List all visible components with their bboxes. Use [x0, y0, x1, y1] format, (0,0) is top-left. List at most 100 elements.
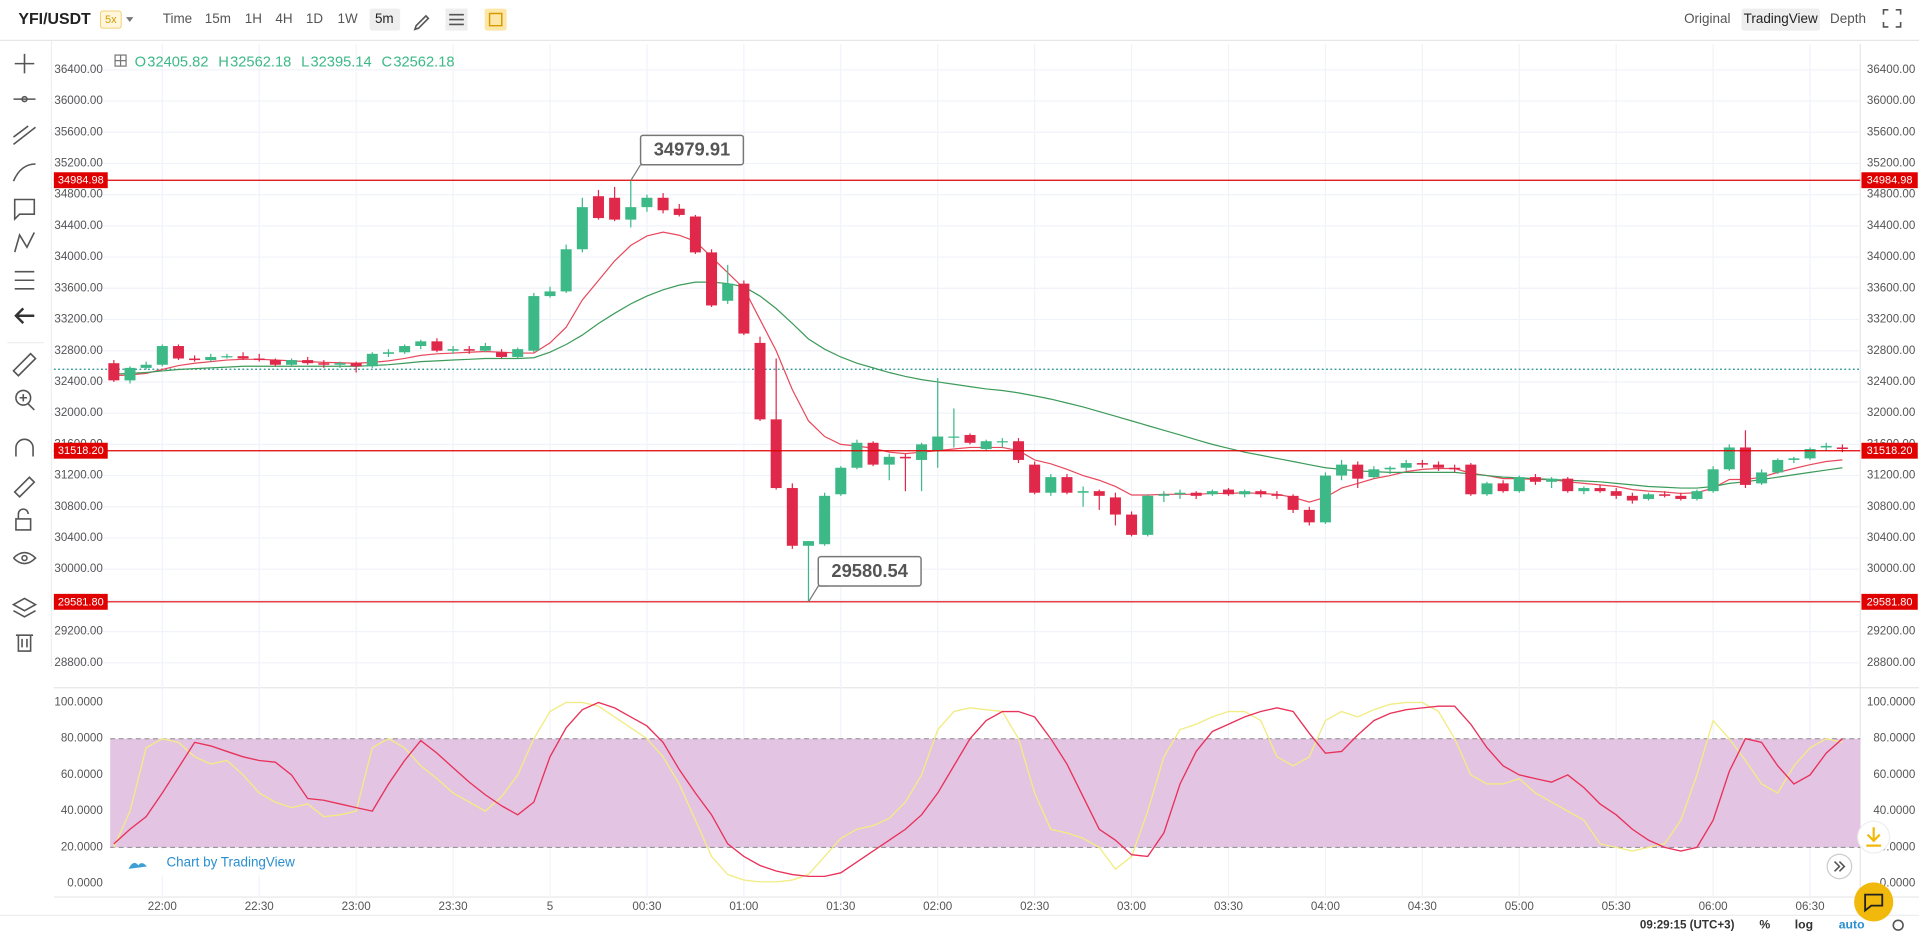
candle-body — [269, 360, 281, 365]
trend-tool[interactable] — [12, 125, 37, 146]
scale-button[interactable]: % — [1759, 917, 1770, 931]
measure-tool[interactable] — [14, 270, 35, 290]
crosshair-tool[interactable] — [14, 53, 35, 74]
delete-tool[interactable] — [15, 634, 34, 652]
candle-body — [1239, 491, 1251, 495]
interval[interactable]: 15m — [205, 11, 231, 26]
legend-toggle[interactable] — [114, 54, 127, 67]
y-tick-label-right: 33200.00 — [1867, 313, 1915, 326]
scale-button[interactable]: log — [1795, 917, 1813, 931]
fullscreen-icon[interactable] — [1882, 8, 1902, 28]
view-option[interactable]: Depth — [1830, 11, 1866, 26]
candle-body — [835, 467, 847, 495]
scroll-right-button[interactable] — [1826, 853, 1853, 880]
x-tick-label: 01:30 — [826, 900, 855, 913]
candle-body — [1287, 495, 1299, 510]
ruler-tool[interactable] — [12, 352, 37, 377]
candle-body — [1222, 489, 1235, 495]
price-pane — [53, 179, 1861, 603]
interval[interactable]: 1W — [337, 11, 357, 26]
indicator-icon[interactable] — [484, 8, 507, 31]
candle-body — [1723, 447, 1735, 470]
download-button[interactable] — [1857, 820, 1891, 854]
candle-body — [1610, 491, 1622, 496]
text-tool[interactable] — [13, 198, 36, 221]
settings-icon[interactable] — [445, 8, 468, 31]
candle-body — [1416, 463, 1428, 465]
candle-body — [1255, 491, 1267, 495]
view-option[interactable]: TradingView — [1744, 11, 1818, 26]
y-tick-label-right: 32000.00 — [1867, 406, 1915, 419]
back-tool[interactable] — [14, 307, 35, 324]
candle-body — [124, 367, 136, 381]
brush-tool[interactable] — [12, 163, 36, 182]
candle-body — [463, 349, 475, 351]
x-tick-label: 05:30 — [1602, 900, 1631, 913]
candle-body — [528, 296, 540, 351]
scale-button[interactable]: auto — [1839, 917, 1865, 931]
chat-button[interactable] — [1854, 882, 1894, 922]
pattern-tool[interactable] — [13, 232, 36, 253]
x-tick-label: 02:00 — [923, 900, 952, 913]
zoom-tool[interactable] — [15, 389, 35, 411]
chart-settings-icon[interactable] — [1892, 919, 1904, 931]
annotation-label: 29580.54 — [831, 560, 908, 581]
credit-text: Chart by TradingView — [166, 854, 295, 869]
candle-body — [883, 456, 895, 465]
candle-body — [512, 349, 524, 357]
ohlc-value: 32562.18 — [393, 54, 454, 70]
candle-body — [1497, 483, 1509, 492]
oscillator-pane — [110, 701, 1861, 883]
candle-body — [1788, 458, 1800, 460]
magnet-tool[interactable] — [15, 438, 34, 457]
candle-body — [479, 346, 491, 351]
y-tick-label: 35600.00 — [54, 125, 102, 138]
interval[interactable]: Time — [163, 11, 192, 26]
active-interval[interactable]: 5m — [375, 11, 394, 26]
candle-body — [172, 346, 184, 359]
draw-icon[interactable] — [413, 14, 430, 31]
candle-body — [108, 363, 120, 381]
y-tick-label-right: 33600.00 — [1867, 281, 1915, 294]
interval[interactable]: 1D — [306, 11, 323, 26]
candle-body — [1643, 494, 1655, 499]
lock-draw-tool[interactable] — [13, 476, 36, 498]
y-tick-label: 30000.00 — [54, 562, 102, 575]
symbol-dropdown[interactable] — [126, 17, 134, 23]
y-tick-label: 33600.00 — [54, 281, 102, 294]
visibility-tool[interactable] — [12, 551, 37, 565]
y-tick-label-right: 34000.00 — [1867, 250, 1915, 263]
osc-tick-label: 20.0000 — [61, 840, 103, 853]
interval[interactable]: 1H — [245, 11, 262, 26]
ohlc-value: 32405.82 — [147, 54, 208, 70]
candle-body — [1352, 464, 1364, 479]
candle-body — [205, 356, 217, 361]
y-tick-label: 36000.00 — [54, 94, 102, 107]
candle-body — [1109, 497, 1121, 515]
lock-tool[interactable] — [15, 508, 32, 531]
x-tick-label: 00:30 — [632, 900, 661, 913]
interval[interactable]: 4H — [275, 11, 292, 26]
candle-body — [1836, 447, 1848, 450]
x-tick-label: 05:00 — [1505, 900, 1534, 913]
candle-body — [964, 434, 976, 443]
candle-body — [1077, 491, 1089, 493]
candle-body — [1400, 463, 1412, 468]
symbol[interactable]: YFI/USDT — [18, 11, 91, 28]
price-level-tag-right — [1861, 172, 1918, 189]
x-tick-label: 03:30 — [1214, 900, 1243, 913]
candle-body — [1739, 447, 1751, 485]
tradingview-credit[interactable]: Chart by TradingView — [118, 849, 315, 877]
y-tick-label-right: 28800.00 — [1867, 656, 1915, 669]
candle-body — [350, 363, 362, 367]
line-tool[interactable] — [13, 95, 36, 103]
view-option[interactable]: Original — [1684, 11, 1730, 26]
candle-body — [996, 441, 1008, 443]
osc-tick-label: 0.0000 — [67, 877, 103, 890]
y-tick-label: 34800.00 — [54, 188, 102, 201]
price-level-tag — [53, 442, 108, 459]
layers-tool[interactable] — [11, 597, 38, 618]
candle-body — [1546, 478, 1558, 482]
candle-body — [722, 283, 734, 301]
